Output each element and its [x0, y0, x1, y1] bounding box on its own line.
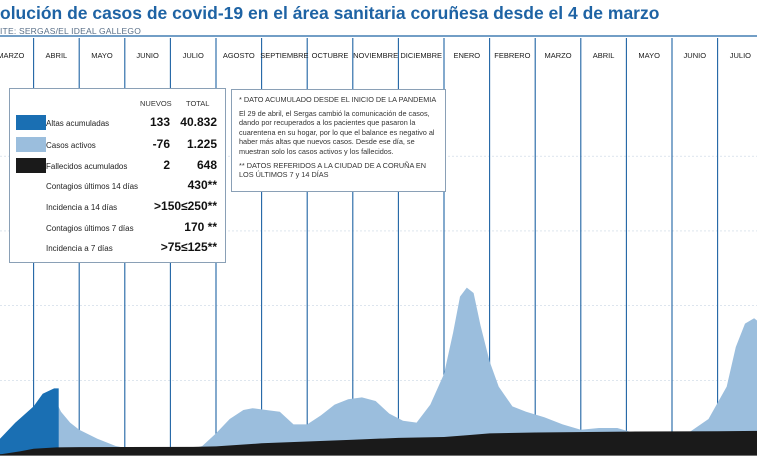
legend-label: Contagios últimos 14 días: [46, 182, 139, 191]
legend-row-altas: Altas acumuladas 133 40.832: [10, 115, 225, 133]
series-area-altas: [0, 388, 59, 455]
legend-col-total: TOTAL: [186, 99, 210, 108]
month-label: MAYO: [638, 51, 660, 60]
legend-total: 40.832: [180, 115, 217, 129]
month-label: JULIO: [730, 51, 751, 60]
note-box: * DATO ACUMULADO DESDE EL INICIO DE LA P…: [231, 89, 446, 192]
chart-title: olución de casos de covid-19 en el área …: [0, 3, 660, 23]
legend-label: Incidencia a 14 días: [46, 203, 118, 212]
month-label: OCTUBRE: [312, 51, 349, 60]
month-label: MARZO: [0, 51, 25, 60]
legend-row-contagios-14: Contagios últimos 14 días 430**: [10, 178, 225, 196]
legend-label: Contagios últimos 7 días: [46, 224, 134, 233]
legend-label: Fallecidos acumulados: [46, 162, 128, 171]
legend-label: Casos activos: [46, 141, 96, 150]
legend-row-incidencia-14: Incidencia a 14 días >150≤250**: [10, 199, 225, 217]
legend-total: 648: [196, 158, 217, 172]
month-label: JULIO: [183, 51, 204, 60]
month-label: ABRIL: [593, 51, 615, 60]
legend-nuevos: 2: [163, 158, 170, 172]
month-label: ENERO: [453, 51, 480, 60]
activos-swatch: [16, 137, 46, 152]
month-label: FEBRERO: [494, 51, 530, 60]
source-label: ITE: SERGAS/EL IDEAL GALLEGO: [0, 26, 142, 36]
note-line-1: * DATO ACUMULADO DESDE EL INICIO DE LA P…: [239, 95, 437, 104]
legend-nuevos: -76: [152, 137, 170, 151]
legend-row-activos: Casos activos -76 1.225: [10, 137, 225, 155]
legend-label: Altas acumuladas: [46, 119, 110, 128]
month-label: MARZO: [544, 51, 571, 60]
month-label: MAYO: [91, 51, 113, 60]
legend-total: >75≤125**: [160, 240, 217, 254]
month-label: NOVIEMBRE: [353, 51, 398, 60]
month-label: JUNIO: [136, 51, 159, 60]
series-layer: [0, 287, 757, 456]
legend-row-contagios-7: Contagios últimos 7 días 170 **: [10, 220, 225, 238]
legend-row-incidencia-7: Incidencia a 7 días >75≤125**: [10, 240, 225, 258]
month-labels: MARZO ABRIL MAYO JUNIO JULIO AGOSTO SEPTIEMBRE…: [0, 51, 751, 60]
legend-nuevos: 133: [149, 115, 170, 129]
note-line-2: El 29 de abril, el Sergas cambió la comu…: [239, 108, 435, 156]
legend-label: Incidencia a 7 días: [46, 244, 113, 253]
month-label: JUNIO: [684, 51, 707, 60]
legend-total: 430**: [187, 178, 217, 192]
legend-total: 1.225: [186, 137, 217, 151]
note-line-3: ** DATOS REFERIDOS A LA CIUDAD DE A CORU…: [239, 160, 427, 180]
legend-row-fallecidos: Fallecidos acumulados 2 648: [10, 158, 225, 176]
fallecidos-swatch: [16, 158, 46, 173]
series-area-fallecidos: [0, 430, 757, 455]
legend-col-nuevos: NUEVOS: [140, 99, 172, 108]
legend-total: 170 **: [184, 220, 217, 234]
altas-swatch: [16, 115, 46, 130]
month-label: SEPTIEMBRE: [260, 51, 308, 60]
series-area-activos: [0, 287, 757, 455]
month-label: DICIEMBRE: [400, 51, 442, 60]
month-label: AGOSTO: [223, 51, 255, 60]
legend-box: NUEVOS TOTAL Altas acumuladas 133 40.832…: [9, 88, 226, 263]
month-label: ABRIL: [46, 51, 68, 60]
legend-total: >150≤250**: [154, 199, 217, 213]
